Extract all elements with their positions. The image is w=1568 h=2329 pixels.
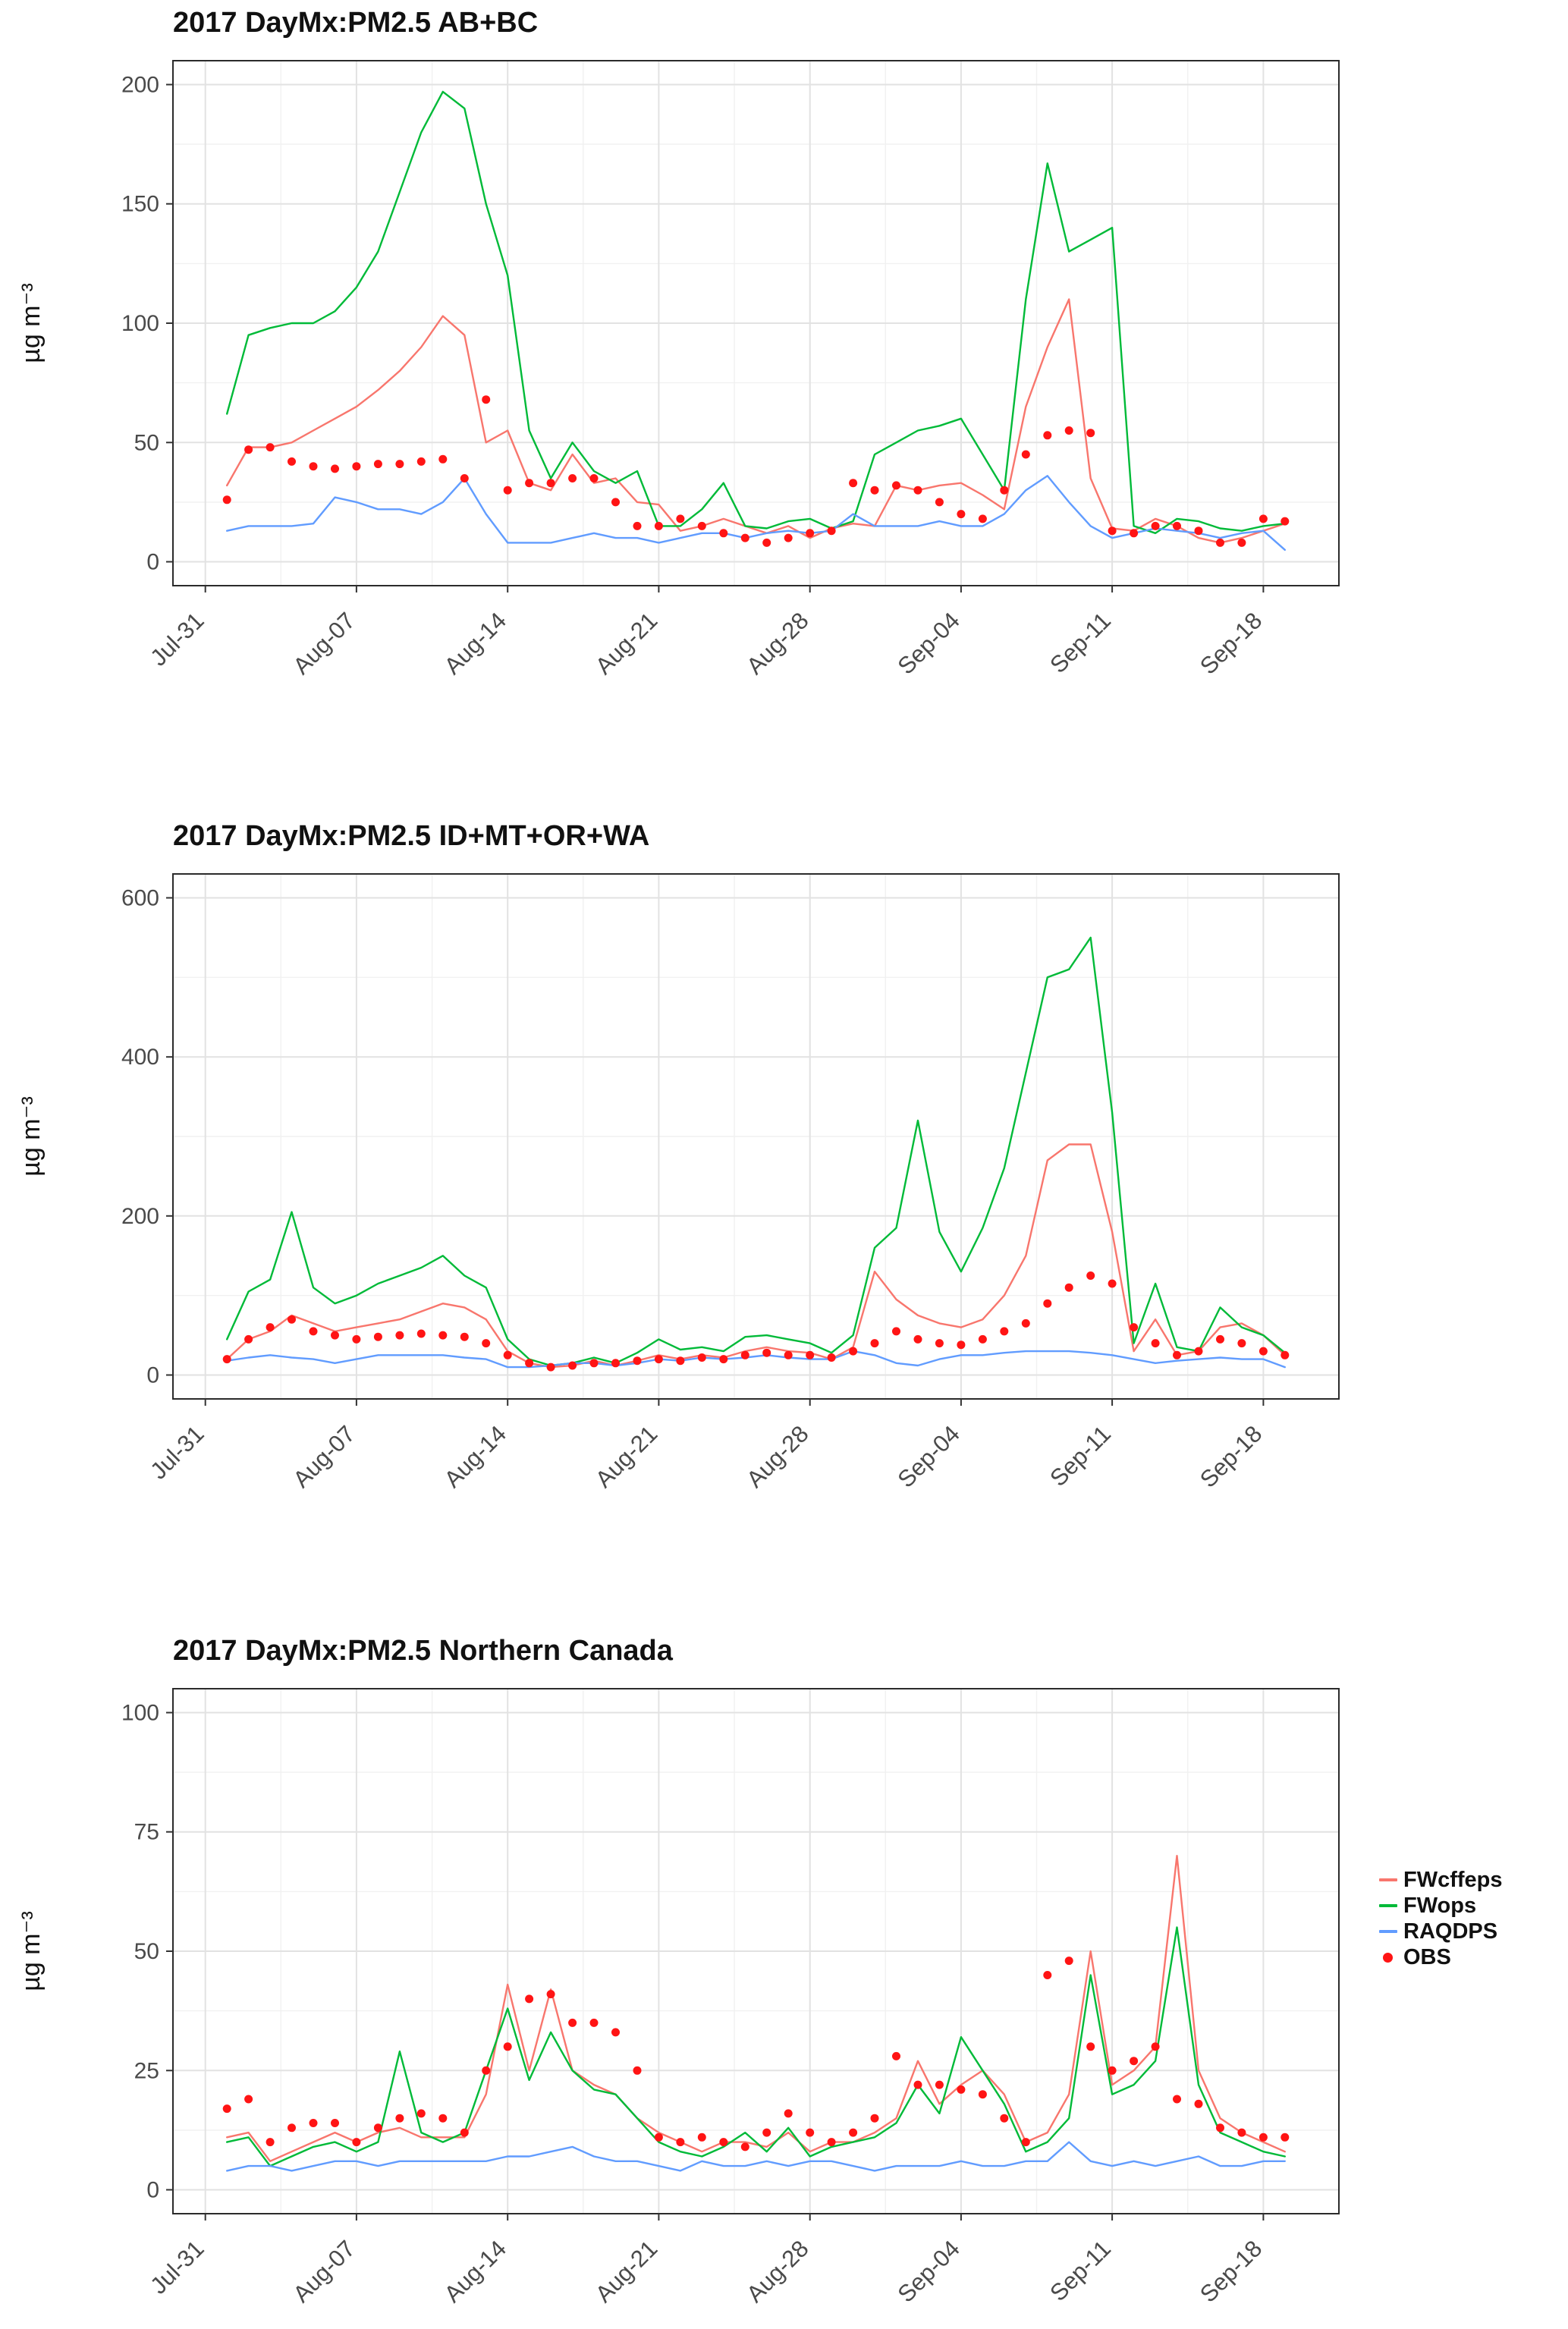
y-axis-ticks: 0 50 100 150 200 (121, 73, 173, 575)
legend-label-raqdps: RAQDPS (1403, 1919, 1498, 1944)
chart-panel-ab-bc: 2017 DayMx:PM2.5 AB+BC µg m⁻³ 0 50 100 150 2… (17, 7, 1340, 680)
legend: FWcffeps FWops RAQDPS OBS (1379, 1868, 1503, 1969)
series-line-fwcffeps (226, 298, 1287, 544)
gridlines-major (173, 1689, 1339, 2214)
series-line-raqdps (226, 2141, 1287, 2172)
x-axis-ticks: Jul-31 Aug-07 Aug-14 Aug-21 Aug-28 Sep-04 Sep-… (145, 586, 1267, 680)
y-tick-label: 50 (134, 1939, 159, 1964)
y-axis-label-northern-canada: µg m⁻³ (17, 1911, 46, 1991)
legend-line-marker-fwops (1379, 1904, 1397, 1907)
gridlines-minor (173, 874, 1339, 1399)
y-axis-ticks: 0 25 50 75 100 (121, 1701, 173, 2203)
x-tick-label: Sep-18 (1195, 1420, 1267, 1492)
x-tick-label: Aug-14 (439, 1420, 511, 1492)
x-tick-label: Aug-07 (288, 607, 360, 679)
legend-item-fwops: FWops (1379, 1894, 1503, 1918)
y-tick-label: 200 (121, 1204, 159, 1229)
chart-title-id-mt-or-wa: 2017 DayMx:PM2.5 ID+MT+OR+WA (173, 820, 649, 852)
x-tick-label: Sep-11 (1045, 2235, 1116, 2306)
legend-label-obs: OBS (1403, 1944, 1451, 1969)
x-tick-label: Aug-14 (439, 607, 511, 679)
y-tick-label: 150 (121, 192, 159, 217)
y-tick-label: 200 (121, 73, 159, 98)
series-line-fwops (226, 936, 1287, 1367)
legend-label-fwcffeps: FWcffeps (1403, 1867, 1503, 1892)
y-axis-label-id-mt-or-wa: µg m⁻³ (17, 1096, 46, 1177)
x-tick-label: Sep-04 (892, 607, 964, 679)
series-line-fwops (226, 1926, 1287, 2167)
gridlines-major (173, 874, 1339, 1399)
legend-item-obs: OBS (1379, 1945, 1503, 1969)
y-tick-label: 0 (146, 550, 159, 575)
chart-panel-northern-canada: 2017 DayMx:PM2.5 Northern Canada µg m⁻³ … (17, 1635, 1340, 2308)
y-tick-label: 0 (146, 2178, 159, 2203)
x-tick-label: Aug-14 (439, 2235, 511, 2307)
series-line-fwcffeps (226, 1143, 1287, 1369)
panel-border (172, 873, 1340, 1400)
gridlines-major (173, 61, 1339, 586)
y-tick-label: 400 (121, 1045, 159, 1070)
plot-region: 0 200 400 600 Jul-31 Aug-07 Aug-14 Aug-21 Aug-28… (121, 873, 1340, 1493)
series-line-raqdps (226, 475, 1287, 551)
x-tick-label: Sep-04 (892, 2235, 964, 2307)
y-tick-label: 25 (134, 2058, 159, 2083)
x-tick-label: Aug-21 (590, 1420, 662, 1492)
x-tick-label: Aug-21 (590, 607, 662, 679)
chart-title-northern-canada: 2017 DayMx:PM2.5 Northern Canada (173, 1635, 674, 1667)
x-tick-label: Aug-07 (288, 2235, 360, 2307)
x-tick-label: Jul-31 (145, 607, 209, 671)
y-tick-label: 0 (146, 1363, 159, 1388)
y-tick-label: 100 (121, 311, 159, 336)
legend-item-fwcffeps: FWcffeps (1379, 1868, 1503, 1892)
x-tick-label: Sep-11 (1045, 1420, 1116, 1491)
series-line-raqdps (226, 1350, 1287, 1369)
x-tick-label: Aug-28 (741, 607, 813, 679)
x-tick-label: Aug-28 (741, 1420, 813, 1492)
x-axis-ticks: Jul-31 Aug-07 Aug-14 Aug-21 Aug-28 Sep-04 Sep-… (145, 2214, 1267, 2308)
legend-line-marker-raqdps (1379, 1930, 1397, 1933)
series-line-fwops (226, 90, 1287, 534)
series-points-obs (222, 1271, 1290, 1372)
legend-point-marker-obs (1383, 1952, 1393, 1963)
chart-title-ab-bc: 2017 DayMx:PM2.5 AB+BC (173, 7, 538, 39)
x-tick-label: Sep-04 (892, 1420, 964, 1492)
plot-region: 0 25 50 75 100 Jul-31 Aug-07 Aug-14 Aug-21 Aug-28… (121, 1688, 1340, 2308)
series-line-fwcffeps (226, 1855, 1287, 2162)
chart-panel-id-mt-or-wa: 2017 DayMx:PM2.5 ID+MT+OR+WA µg m⁻³ 0 200… (17, 820, 1340, 1493)
legend-line-marker-fwcffeps (1379, 1878, 1397, 1881)
series-points-obs (222, 1957, 1290, 2151)
x-tick-label: Aug-07 (288, 1420, 360, 1492)
x-tick-label: Sep-11 (1045, 607, 1116, 678)
x-tick-label: Aug-21 (590, 2235, 662, 2307)
y-axis-ticks: 0 200 400 600 (121, 886, 173, 1388)
x-tick-label: Jul-31 (145, 2235, 209, 2299)
y-tick-label: 600 (121, 886, 159, 911)
x-tick-label: Aug-28 (741, 2235, 813, 2307)
legend-label-fwops: FWops (1403, 1893, 1477, 1918)
x-tick-label: Sep-18 (1195, 2235, 1267, 2307)
x-tick-label: Jul-31 (145, 1420, 209, 1484)
y-axis-label-ab-bc: µg m⁻³ (17, 283, 46, 363)
x-axis-ticks: Jul-31 Aug-07 Aug-14 Aug-21 Aug-28 Sep-04 Sep-… (145, 1399, 1267, 1493)
y-tick-label: 75 (134, 1820, 159, 1845)
legend-item-raqdps: RAQDPS (1379, 1919, 1503, 1944)
plot-region: 0 50 100 150 200 Jul-31 Aug-07 Aug-14 Aug-21 Aug-… (121, 60, 1340, 680)
x-tick-label: Sep-18 (1195, 607, 1267, 679)
y-tick-label: 50 (134, 430, 159, 455)
y-tick-label: 100 (121, 1701, 159, 1726)
series-points-obs (222, 395, 1290, 547)
